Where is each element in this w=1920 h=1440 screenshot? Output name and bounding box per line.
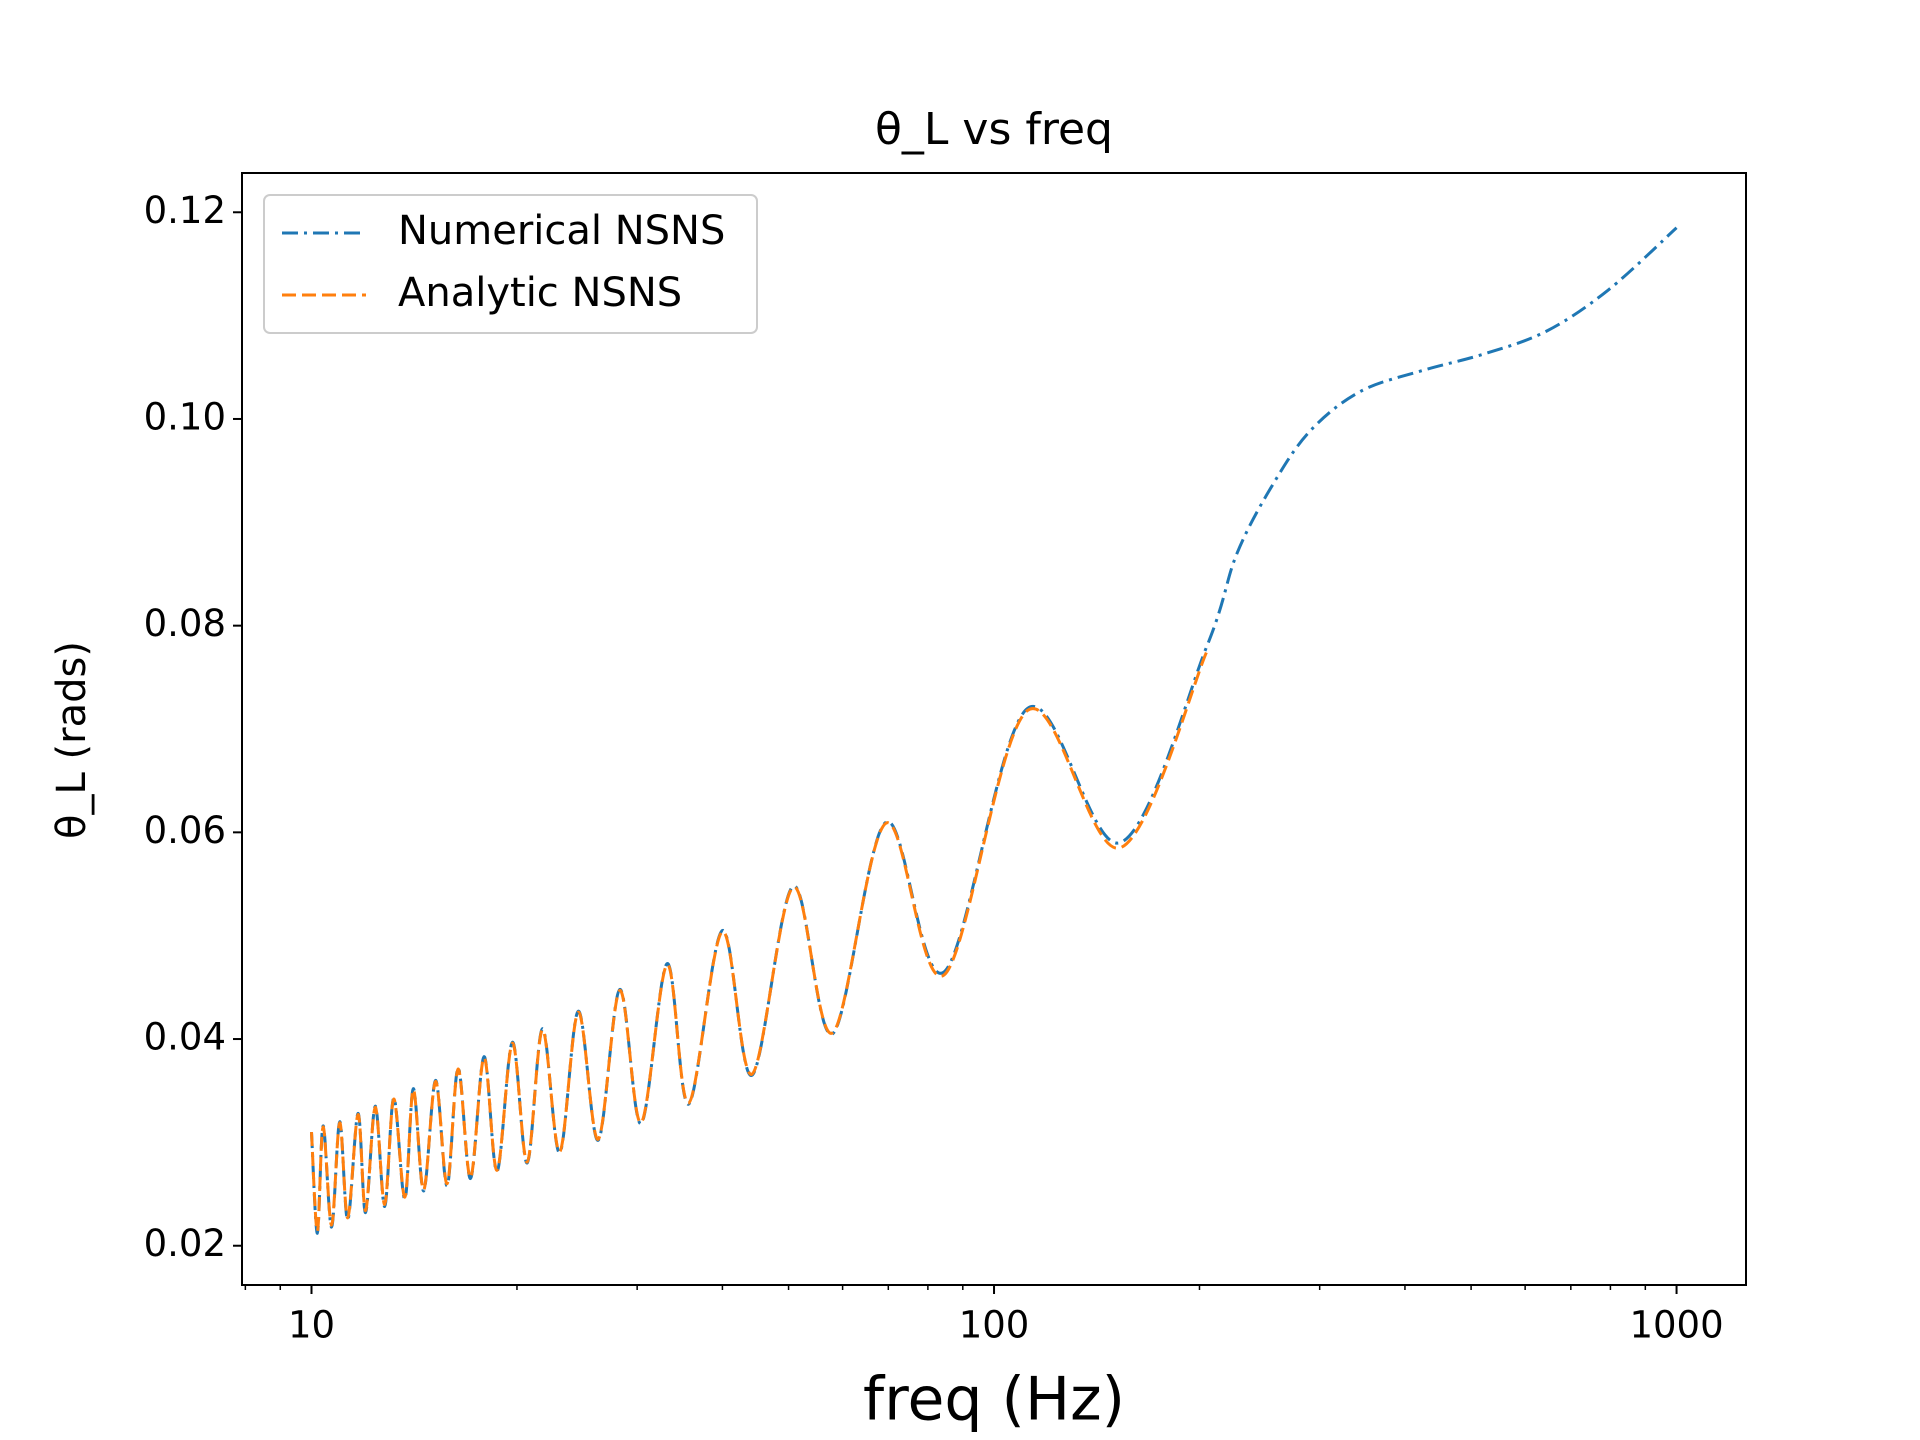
legend-label: Analytic NSNS [398, 270, 682, 316]
y-tick-label: 0.10 [144, 395, 226, 438]
series-line [310, 226, 1678, 1235]
chart-title: θ_L vs freq [875, 104, 1113, 155]
x-axis-label: freq (Hz) [863, 1365, 1125, 1435]
plot-frame [241, 172, 1747, 1286]
y-tick-label: 0.08 [144, 602, 226, 645]
x-tick-label: 100 [959, 1304, 1030, 1347]
y-axis-label: θ_L (rads) [49, 641, 95, 839]
legend-label: Numerical NSNS [398, 208, 725, 254]
legend-box [263, 194, 758, 334]
x-tick-label: 1000 [1629, 1304, 1723, 1347]
y-tick-label: 0.02 [144, 1222, 226, 1265]
y-tick-label: 0.04 [144, 1016, 226, 1059]
series-line [310, 650, 1209, 1233]
y-tick-label: 0.12 [144, 189, 226, 232]
x-tick-label: 10 [288, 1304, 335, 1347]
y-tick-label: 0.06 [144, 809, 226, 852]
